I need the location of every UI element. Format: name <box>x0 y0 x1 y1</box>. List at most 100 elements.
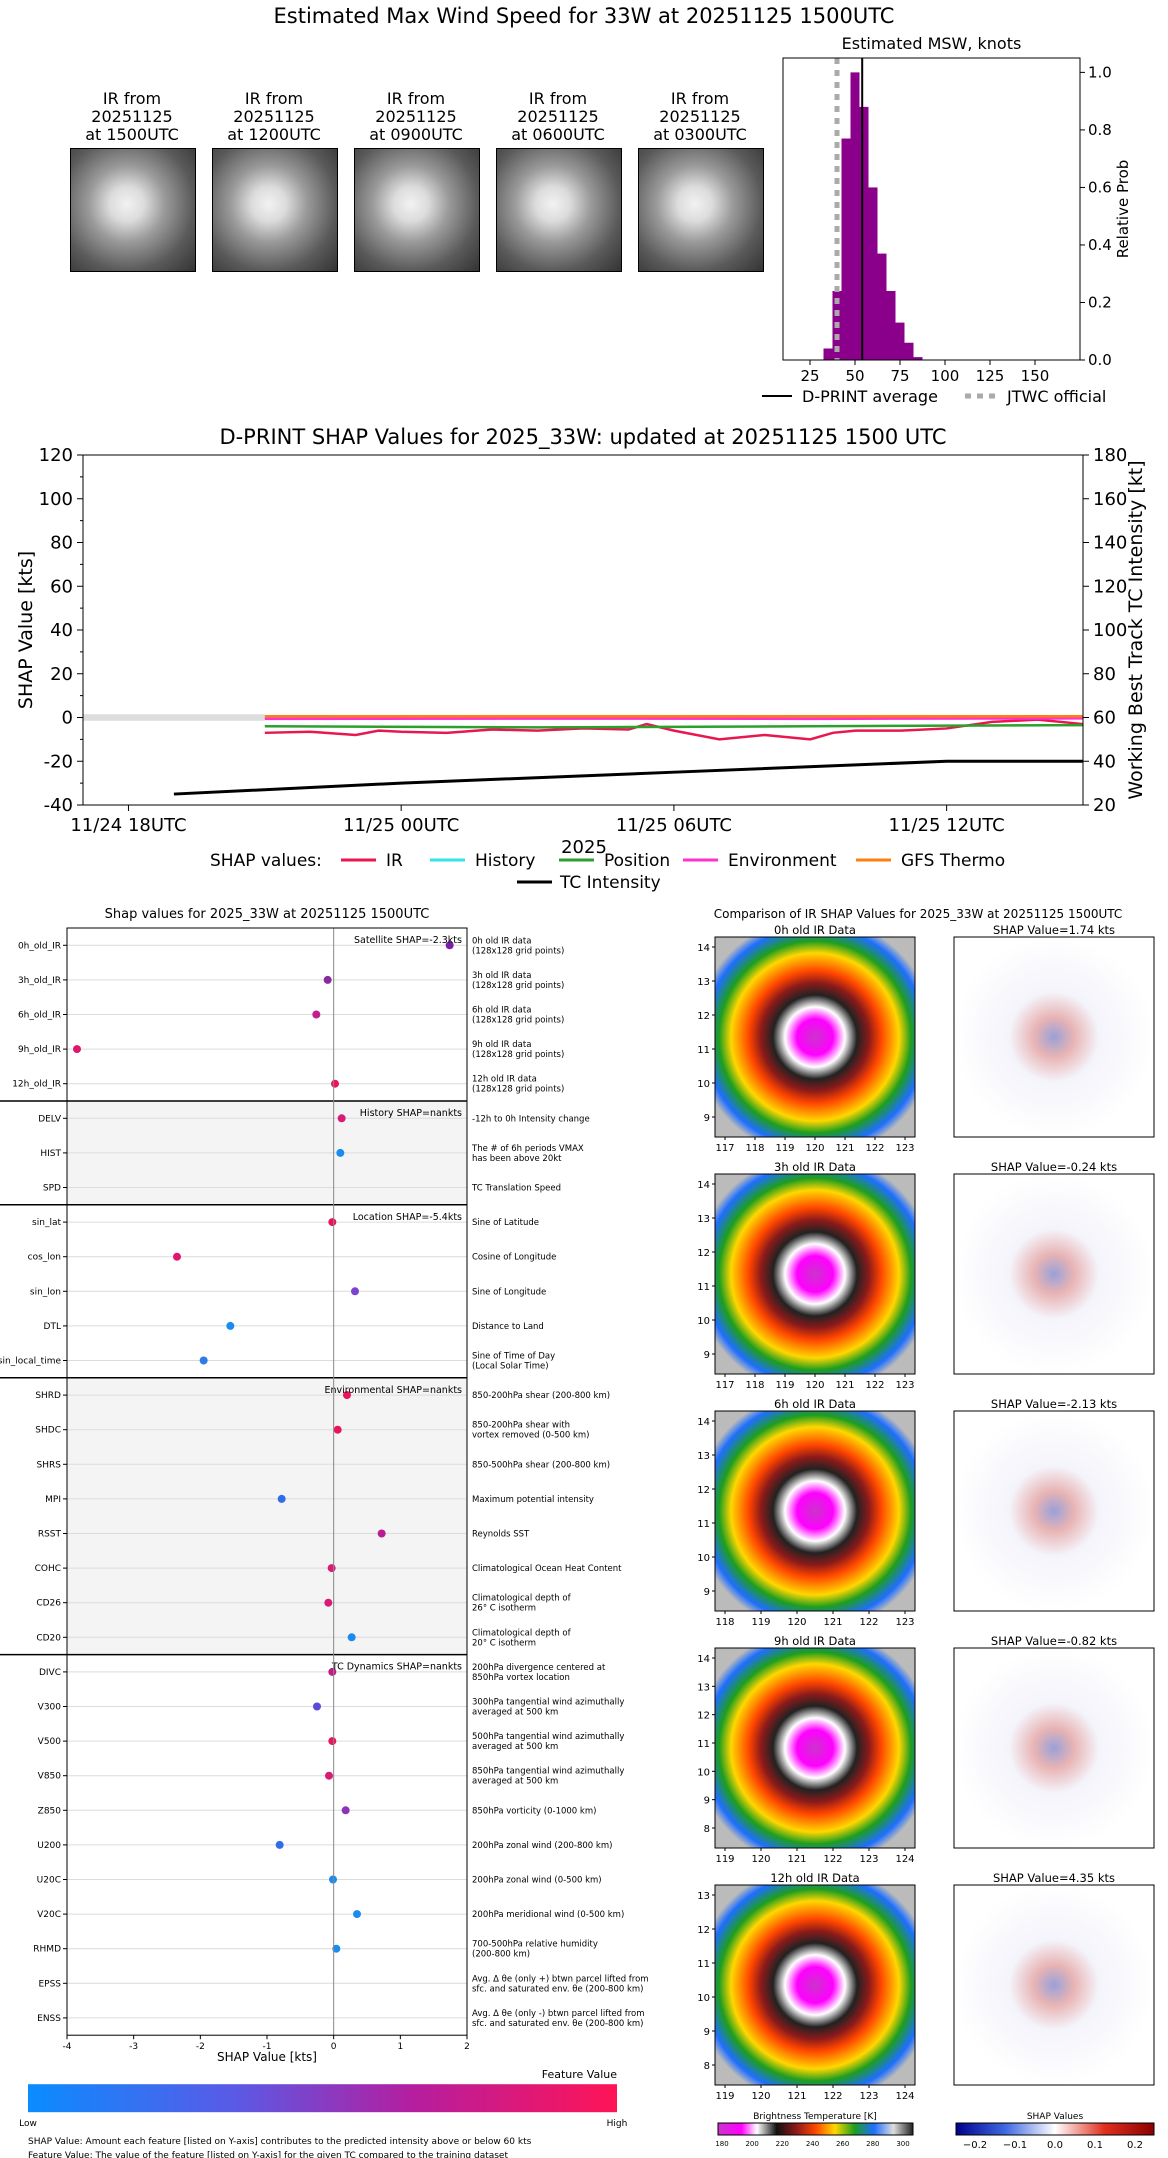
ir-panel-5: IR from 20251125 at 0300UTC <box>630 90 770 272</box>
ir-panel-title: 0h old IR Data <box>774 923 856 937</box>
x-tick-label: 121 <box>835 1380 854 1391</box>
feature-name: HIST <box>40 1149 61 1159</box>
histogram-bar <box>841 138 851 360</box>
shap-image <box>953 1173 1155 1375</box>
bt-colorbar-tick: 220 <box>776 2140 789 2148</box>
y-axis-label-right: Working Best Track TC Intensity [kt] <box>1125 460 1147 799</box>
feature-description: 0h old IR data <box>472 936 531 946</box>
y-tick-label: 40 <box>50 620 73 641</box>
y-tick-label: 8 <box>704 2061 710 2072</box>
shap-point-u20c <box>329 1875 337 1884</box>
y-tick-label: 0.0 <box>1088 351 1112 369</box>
feature-name: V850 <box>38 1772 62 1782</box>
shap-point-u200 <box>275 1840 284 1849</box>
x-tick-label: 118 <box>745 1380 764 1391</box>
x-tick-label: 119 <box>751 1617 770 1628</box>
feature-description: 850-200hPa shear with <box>472 1421 570 1431</box>
shap-point-dtl <box>226 1321 235 1330</box>
ir-panel-caption: IR from 20251125 at 1500UTC <box>85 89 179 144</box>
y-tick-label: 100 <box>39 489 73 510</box>
x-tick-label: 119 <box>715 2091 734 2102</box>
shap-point-sin_lon <box>351 1287 359 1296</box>
y-tick-label: 9 <box>704 1796 710 1807</box>
x-tick-label: 123 <box>895 1380 914 1391</box>
feature-description: has been above 20kt <box>472 1154 562 1164</box>
feature-description: 850-500hPa shear (200-800 km) <box>472 1460 610 1470</box>
x-tick-label: 122 <box>865 1380 884 1391</box>
feature-description: 200hPa divergence centered at <box>472 1663 606 1673</box>
x-tick-label: 121 <box>823 1617 842 1628</box>
shap-point-v500 <box>328 1737 337 1746</box>
feature-description: Climatological Ocean Heat Content <box>472 1564 622 1574</box>
comparison-title: Comparison of IR SHAP Values for 2025_33… <box>714 907 1123 921</box>
y-tick-label: 11 <box>697 1739 710 1750</box>
x-tick-label: 124 <box>895 1854 914 1865</box>
bt-colorbar-tick: 200 <box>745 2140 758 2148</box>
feature-description: averaged at 500 km <box>472 1708 558 1718</box>
feature-name: RSST <box>38 1530 62 1540</box>
feature-description: Distance to Land <box>472 1322 544 1332</box>
feature-description: 850hPa tangential wind azimuthally <box>472 1767 624 1777</box>
shap-point-z850 <box>341 1806 350 1815</box>
y-tick-label: 11 <box>697 1045 710 1056</box>
y-tick-label: 0.8 <box>1088 121 1112 139</box>
ir-panel-caption: IR from 20251125 at 0600UTC <box>511 89 605 144</box>
feature-description: TC Translation Speed <box>471 1184 561 1194</box>
feature-name: 6h_old_IR <box>18 1011 61 1021</box>
feature-description: 500hPa tangential wind azimuthally <box>472 1732 624 1742</box>
series-line-position <box>264 723 1084 729</box>
histogram-bar <box>913 357 923 360</box>
shap-point-delv <box>337 1114 346 1123</box>
y-tick-label: 11 <box>697 1519 710 1530</box>
ir-panel-title: 9h old IR Data <box>774 1634 856 1648</box>
feature-description: 6h old IR data <box>472 1006 531 1016</box>
feature-name: U200 <box>37 1841 61 1851</box>
y-tick-label: 80 <box>50 533 73 554</box>
msw-histogram: Estimated MSW, knots 25 50 75 100 125 150 0.0 0.… <box>762 34 1132 406</box>
shap-point-9h_old_ir <box>73 1045 81 1054</box>
x-tick-label: 123 <box>859 2091 878 2102</box>
ir-panel-1: IR from 20251125 at 1500UTC <box>62 90 202 272</box>
bt-colorbar-tick: 300 <box>896 2140 909 2148</box>
feature-name: COHC <box>35 1564 61 1574</box>
colorbar-low-label: Low <box>19 2119 37 2129</box>
shap-panel-title: SHAP Value=-0.24 kts <box>991 1160 1117 1174</box>
y-tick-label: 12 <box>697 1011 710 1022</box>
x-tick-label: 119 <box>715 1854 734 1865</box>
y-tick-label: -20 <box>44 751 73 772</box>
shap-point-v20c <box>353 1910 361 1919</box>
feature-description: Climatological depth of <box>472 1594 572 1604</box>
feature-name: DIVC <box>39 1668 61 1678</box>
y-tick-label: 10 <box>697 1993 710 2004</box>
shap-colorbar-tick: 0.2 <box>1127 2140 1143 2151</box>
x-tick-label: 1 <box>397 2042 403 2052</box>
shap-point-0h_old_ir <box>445 941 454 950</box>
group-annotation: History SHAP=nankts <box>360 1108 462 1119</box>
ir-shap-comparison: Comparison of IR SHAP Values for 2025_33… <box>697 907 1155 2151</box>
x-tick-label: 122 <box>865 1143 884 1154</box>
shap-point-3h_old_ir <box>323 975 332 984</box>
y-tick-label: 10 <box>697 1553 710 1564</box>
feature-description: (128x128 grid points) <box>472 1050 564 1060</box>
y-tick-label: 9 <box>704 1350 710 1361</box>
y-tick-label: 10 <box>697 1767 710 1778</box>
feature-description: 200hPa zonal wind (200-800 km) <box>472 1841 612 1851</box>
feature-description: averaged at 500 km <box>472 1777 558 1787</box>
y-tick-label: 11 <box>697 1959 710 1970</box>
y-tick-label: 10 <box>697 1079 710 1090</box>
x-tick-label: 25 <box>800 367 819 385</box>
shap-point-shdc <box>333 1425 342 1434</box>
y-right-tick-label: 80 <box>1093 664 1116 685</box>
y-tick-label: 1.0 <box>1088 63 1112 81</box>
x-tick-label: 11/25 00UTC <box>343 815 459 836</box>
y-tick-label: 10 <box>697 1316 710 1327</box>
feature-description: 26° C isotherm <box>472 1604 536 1614</box>
feature-description: 200hPa zonal wind (0-500 km) <box>472 1876 602 1886</box>
feature-description: (128x128 grid points) <box>472 1016 564 1026</box>
shap-panel-title: SHAP Value=4.35 kts <box>993 1871 1115 1885</box>
x-tick-label: 150 <box>1021 367 1050 385</box>
x-tick-label: 120 <box>751 1854 770 1865</box>
feature-name: DTL <box>44 1322 61 1332</box>
histogram-bar <box>904 342 914 360</box>
group-shading <box>67 1377 467 1655</box>
